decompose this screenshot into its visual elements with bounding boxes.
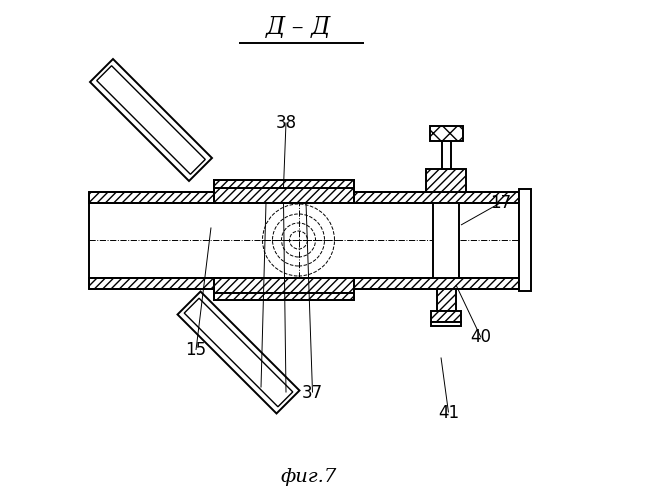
Text: Д – Д: Д – Д — [266, 16, 331, 39]
Bar — [426, 169, 466, 192]
Text: 19: 19 — [275, 384, 296, 402]
Text: 41: 41 — [438, 404, 459, 421]
Bar — [214, 188, 353, 202]
Text: 38: 38 — [275, 114, 296, 132]
Bar — [434, 202, 459, 278]
Text: 17: 17 — [490, 194, 512, 212]
Bar — [430, 126, 463, 142]
Bar — [214, 292, 353, 300]
Text: 37: 37 — [302, 384, 323, 402]
Bar — [89, 278, 518, 288]
Bar — [214, 278, 353, 300]
Polygon shape — [177, 292, 300, 414]
Text: 15: 15 — [185, 341, 206, 359]
Polygon shape — [184, 298, 293, 407]
Text: 47: 47 — [250, 378, 271, 396]
Bar — [431, 311, 461, 322]
Bar — [442, 142, 451, 169]
Text: фиг.7: фиг.7 — [281, 468, 336, 486]
Bar — [431, 322, 461, 326]
Bar — [214, 180, 353, 203]
Text: 40: 40 — [470, 328, 491, 346]
Bar — [89, 202, 518, 278]
Bar — [214, 180, 353, 188]
Polygon shape — [90, 59, 212, 181]
Polygon shape — [97, 66, 205, 174]
Bar — [89, 192, 518, 202]
Bar — [214, 278, 353, 292]
Bar — [518, 189, 531, 291]
Bar — [436, 288, 455, 311]
